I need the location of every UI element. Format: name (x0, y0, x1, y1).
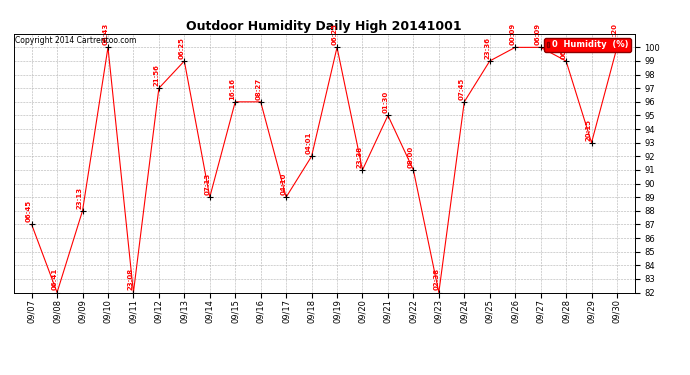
Text: 06:43: 06:43 (102, 23, 108, 45)
Text: 20:15: 20:15 (586, 118, 592, 141)
Text: 08:27: 08:27 (255, 78, 261, 100)
Text: 04:01: 04:01 (306, 132, 312, 154)
Text: 07:45: 07:45 (459, 78, 465, 100)
Text: 06:25: 06:25 (331, 24, 337, 45)
Text: 06:09: 06:09 (535, 23, 541, 45)
Text: 16:16: 16:16 (230, 78, 236, 100)
Text: 06:25: 06:25 (179, 37, 185, 59)
Text: 06:41: 06:41 (52, 268, 57, 291)
Text: 21:56: 21:56 (153, 64, 159, 86)
Text: 02:38: 02:38 (433, 268, 440, 291)
Text: 06:45: 06:45 (26, 200, 32, 222)
Text: 01:30: 01:30 (382, 91, 388, 113)
Text: 23:38: 23:38 (357, 146, 363, 168)
Legend: 0  Humidity  (%): 0 Humidity (%) (544, 38, 631, 52)
Text: 23:36: 23:36 (484, 37, 490, 59)
Text: 00:09: 00:09 (510, 23, 515, 45)
Text: 04:10: 04:10 (281, 173, 286, 195)
Title: Outdoor Humidity Daily High 20141001: Outdoor Humidity Daily High 20141001 (186, 20, 462, 33)
Text: 07:13: 07:13 (204, 173, 210, 195)
Text: 08:00: 08:00 (408, 146, 414, 168)
Text: Copyright 2014 Cartrentoo.com: Copyright 2014 Cartrentoo.com (15, 36, 137, 45)
Text: 23:08: 23:08 (128, 268, 134, 291)
Text: 23:13: 23:13 (77, 187, 83, 209)
Text: 06:00: 06:00 (560, 37, 566, 59)
Text: 21:20: 21:20 (611, 23, 618, 45)
